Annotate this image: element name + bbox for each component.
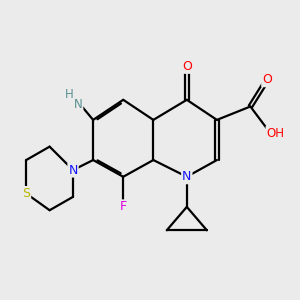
Text: H: H — [65, 88, 74, 101]
Text: N: N — [182, 170, 191, 183]
Text: O: O — [262, 73, 272, 86]
Text: OH: OH — [266, 127, 284, 140]
Text: N: N — [68, 164, 78, 177]
Text: S: S — [22, 187, 30, 200]
Text: F: F — [120, 200, 127, 213]
Text: O: O — [182, 60, 192, 73]
Text: N: N — [74, 98, 82, 111]
